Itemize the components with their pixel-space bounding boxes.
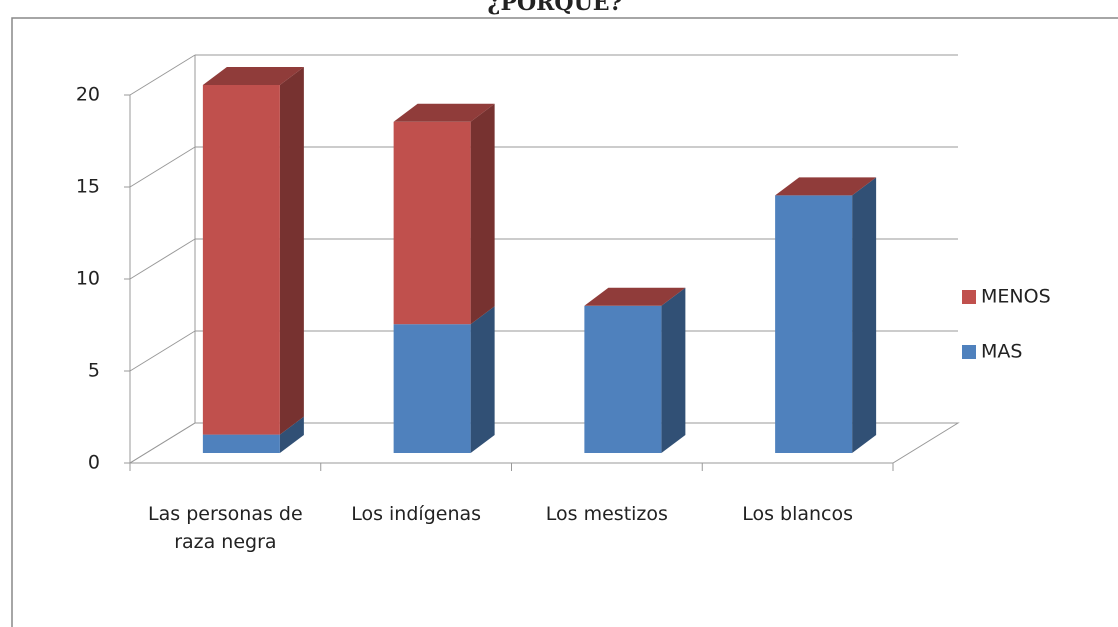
legend-swatch [962, 345, 976, 359]
x-tick-label: Las personas de raza negra [148, 503, 303, 553]
y-tick-label: 20 [76, 84, 100, 106]
grid-line [129, 330, 196, 372]
bar-top [393, 103, 495, 122]
legend-label: MENOS [981, 286, 1051, 308]
bar-side [661, 287, 686, 453]
chart-title: ¿PORQUE? [488, 0, 623, 16]
y-tick-label: 0 [88, 452, 100, 474]
bar [202, 85, 280, 435]
grid-line [129, 146, 196, 188]
bar [393, 121, 471, 325]
grid-line [129, 54, 196, 96]
legend-swatch [962, 290, 976, 304]
x-tick-label: Los indígenas [351, 503, 482, 525]
bar-side [279, 67, 304, 435]
grid-line [129, 422, 196, 464]
x-tick-label: Los mestizos [545, 503, 668, 525]
bar-top [202, 67, 304, 85]
bar-side [470, 306, 495, 453]
x-tick-label: Los blancos [742, 503, 854, 525]
bar [393, 324, 471, 453]
bar [584, 305, 662, 453]
y-tick-label: 15 [76, 176, 100, 198]
bar-top [584, 287, 686, 306]
y-tick-label: 5 [88, 360, 100, 382]
bar-side [279, 416, 304, 453]
bar-top [775, 177, 877, 196]
chart-frame [11, 17, 1118, 627]
grid-line [129, 238, 196, 280]
y-tick-label: 10 [76, 268, 100, 290]
bar [202, 434, 280, 453]
bar [775, 195, 853, 453]
legend-label: MAS [981, 341, 1022, 363]
bar-side [470, 103, 495, 325]
bar-side [852, 177, 877, 453]
